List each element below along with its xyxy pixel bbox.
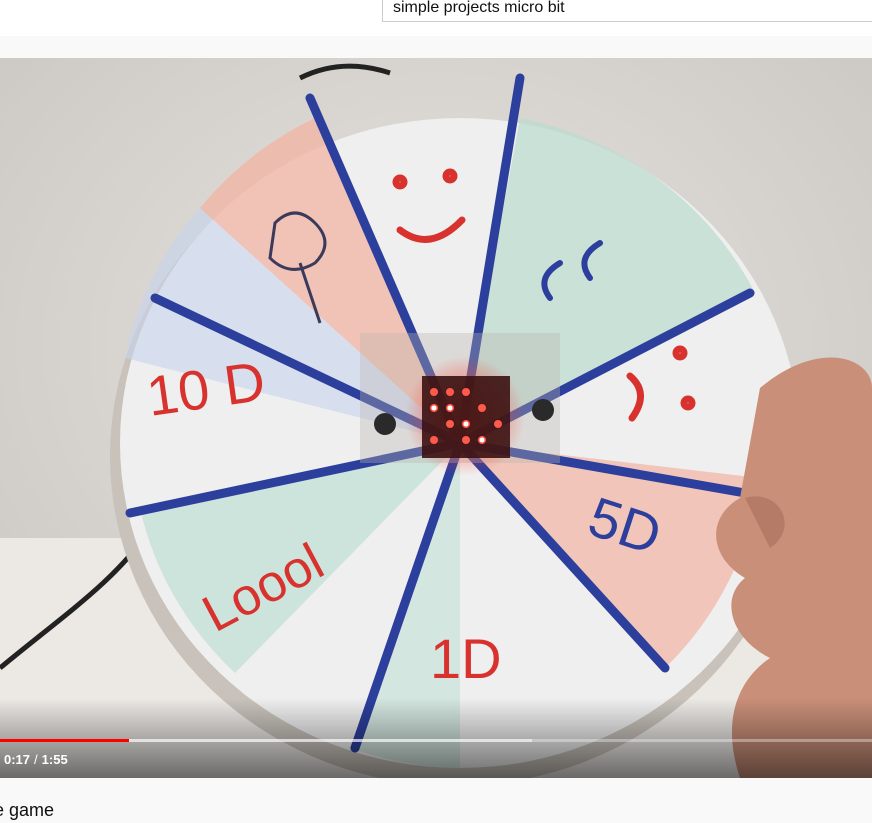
microbit-board <box>360 333 560 476</box>
duration: 1:55 <box>41 752 68 767</box>
hand <box>716 357 872 778</box>
controls-overlay <box>0 698 872 778</box>
video-title: e game <box>0 800 55 820</box>
video-player[interactable]: 10 D Loool 1D 5D <box>0 58 872 778</box>
current-time: 0:17 <box>4 752 31 767</box>
search-input[interactable]: simple projects micro bit <box>382 0 872 22</box>
video-frame: 10 D Loool 1D 5D <box>0 58 872 778</box>
progress-bar[interactable] <box>0 739 872 742</box>
segment-label-1d: 1D <box>430 627 502 690</box>
spinner-wheel: 10 D Loool 1D 5D <box>110 73 800 778</box>
played-bar <box>0 739 130 742</box>
buffered-bar <box>0 739 532 742</box>
time-display: 0:17/1:55 <box>4 752 68 767</box>
top-bar: simple projects micro bit <box>0 0 872 36</box>
time-separator: / <box>34 752 38 767</box>
